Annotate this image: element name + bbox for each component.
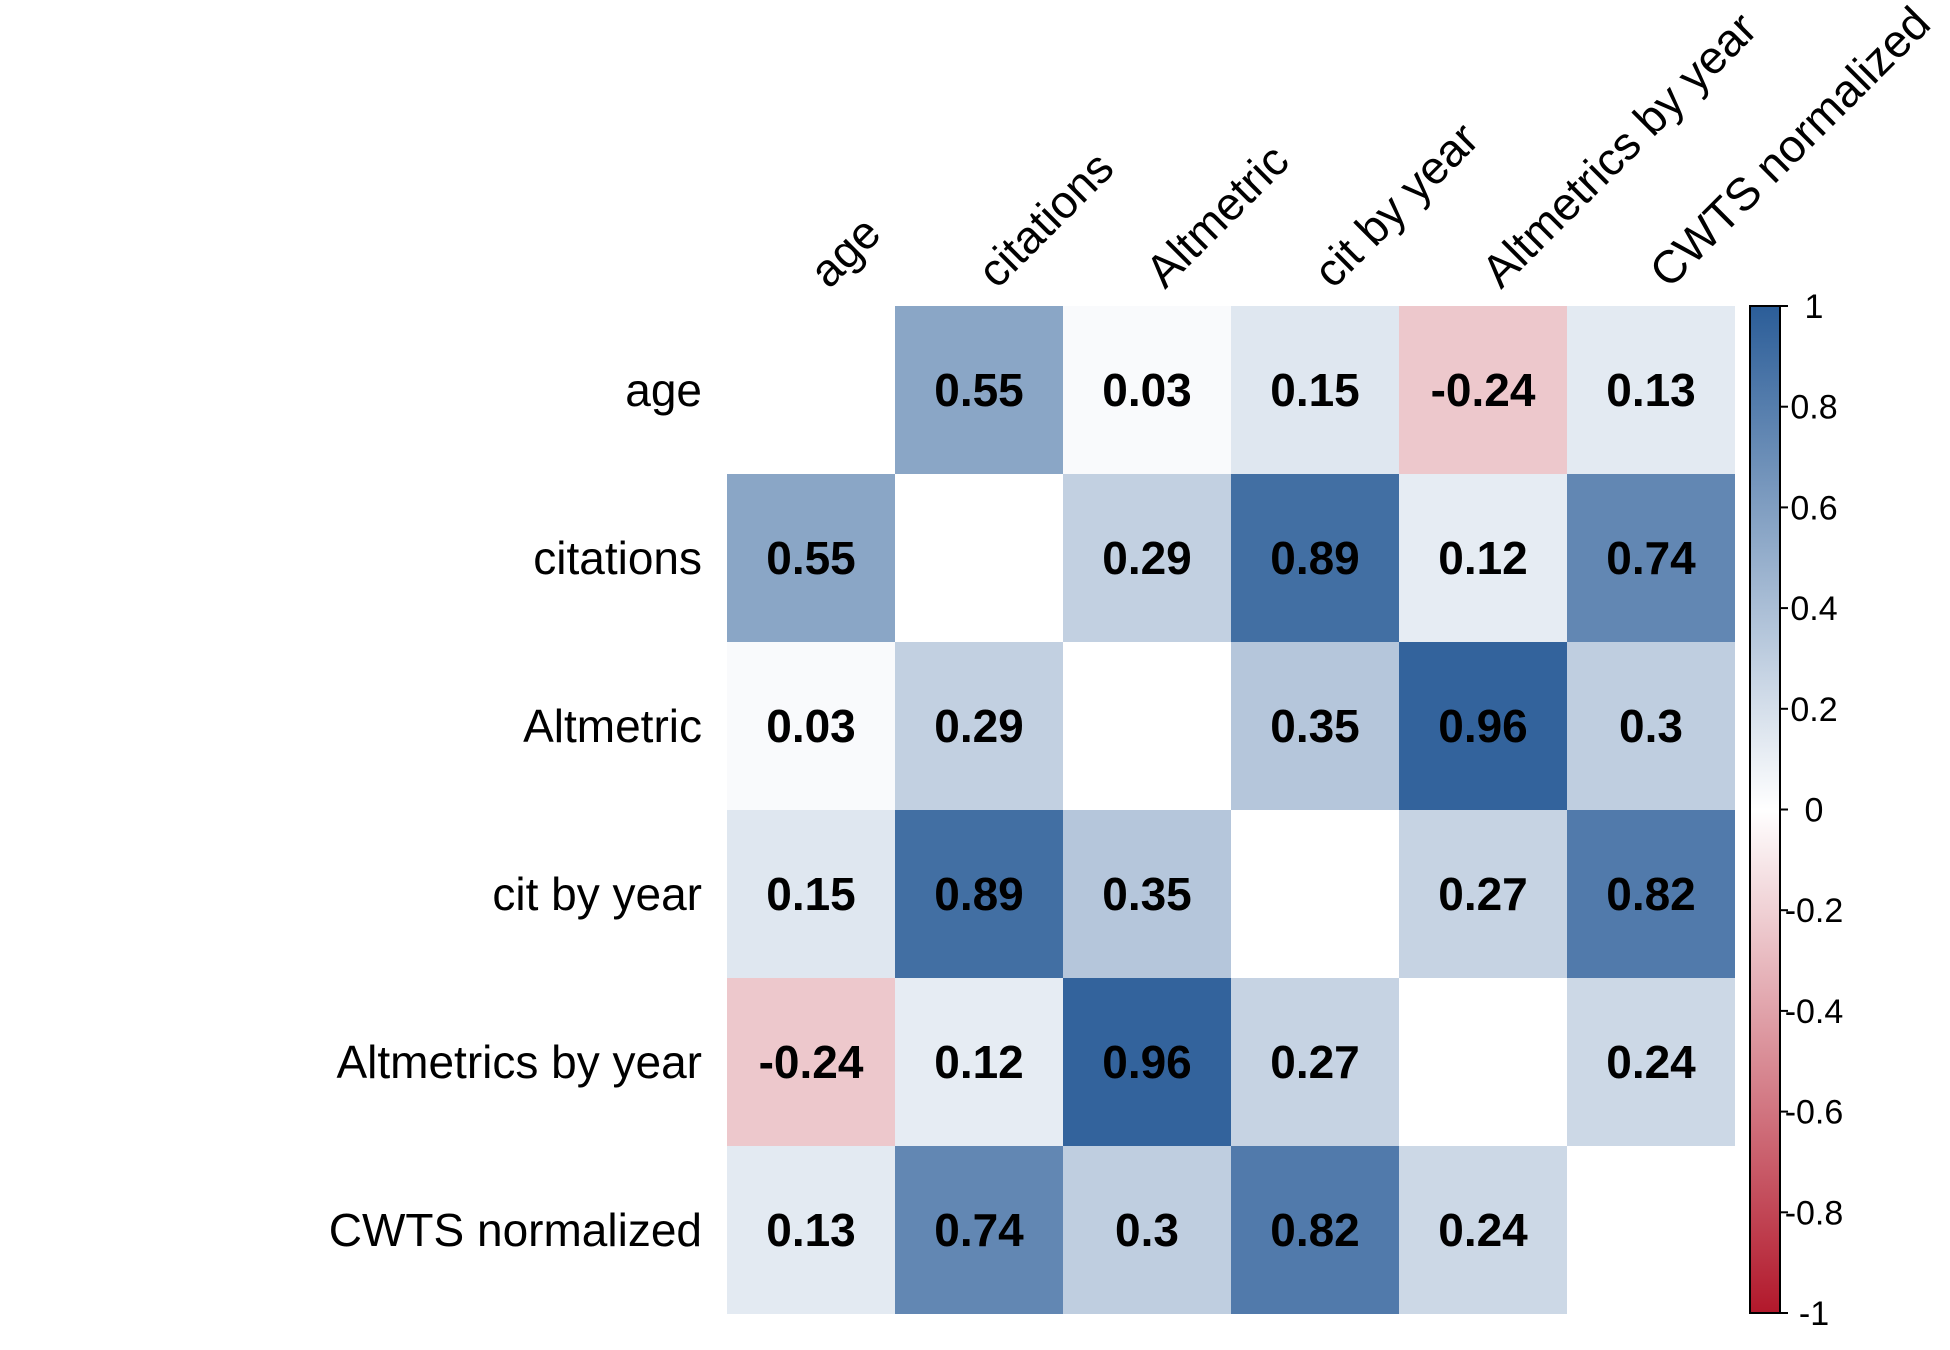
heatmap-value-label: 0.89 xyxy=(1270,532,1360,584)
heatmap-cell-4-1 xyxy=(895,978,1063,1146)
colorbar-tick-label: -0.6 xyxy=(1785,1094,1844,1132)
colorbar-tick-label: 1 xyxy=(1805,288,1824,326)
heatmap-cell-5-3 xyxy=(1231,1146,1399,1314)
heatmap-value-labels: 0.55 0.03 0.15 -0.24 0.13 0.55 0.29 0.89 0.12 0.7… xyxy=(759,364,1697,1256)
heatmap-value-label: -0.24 xyxy=(759,1036,864,1088)
row-label: age xyxy=(625,364,702,416)
column-label: age xyxy=(799,206,890,297)
column-label: cit by year xyxy=(1303,112,1488,297)
colorbar-tick-label: 0 xyxy=(1805,792,1824,830)
heatmap-cell-4-3 xyxy=(1231,978,1399,1146)
heatmap-cell-5-0 xyxy=(727,1146,895,1314)
heatmap-cell-0-1 xyxy=(895,306,1063,474)
heatmap-cell-4-0 xyxy=(727,978,895,1146)
heatmap-value-label: 0.55 xyxy=(766,532,856,584)
row-label: CWTS normalized xyxy=(329,1204,702,1256)
colorbar-tick-label: -0.4 xyxy=(1785,993,1844,1031)
heatmap-cell-1-2 xyxy=(1063,474,1231,642)
colorbar-tick-label: 0.2 xyxy=(1790,691,1837,729)
heatmap-cell-1-4 xyxy=(1399,474,1567,642)
column-label: Altmetric xyxy=(1135,134,1298,297)
heatmap-value-label: 0.27 xyxy=(1270,1036,1360,1088)
row-label: Altmetrics by year xyxy=(336,1036,702,1088)
heatmap-value-label: 0.03 xyxy=(1102,364,1192,416)
heatmap-value-label: 0.55 xyxy=(934,364,1024,416)
heatmap-cell-3-5 xyxy=(1567,810,1735,978)
heatmap-value-label: 0.35 xyxy=(1270,700,1360,752)
heatmap-value-label: 0.15 xyxy=(1270,364,1360,416)
heatmap-value-label: 0.13 xyxy=(766,1204,856,1256)
heatmap-cell-4-2 xyxy=(1063,978,1231,1146)
heatmap-cell-0-5 xyxy=(1567,306,1735,474)
heatmap-value-label: 0.82 xyxy=(1270,1204,1360,1256)
heatmap-cell-2-0 xyxy=(727,642,895,810)
heatmap-value-label: -0.24 xyxy=(1431,364,1536,416)
column-label: Altmetrics by year xyxy=(1471,2,1766,297)
heatmap-cell-5-2 xyxy=(1063,1146,1231,1314)
heatmap-value-label: 0.74 xyxy=(934,1204,1024,1256)
heatmap-value-label: 0.96 xyxy=(1102,1036,1192,1088)
heatmap-cell-0-3 xyxy=(1231,306,1399,474)
heatmap-cell-3-0 xyxy=(727,810,895,978)
heatmap-cell-3-1 xyxy=(895,810,1063,978)
color-legend: 1 0.8 0.6 0.4 0.2 0 -0.2 -0.4 -0.6 -0.8 -1 xyxy=(1749,288,1844,1333)
heatmap-cell-3-2 xyxy=(1063,810,1231,978)
row-label: cit by year xyxy=(492,868,702,920)
heatmap-cell-2-3 xyxy=(1231,642,1399,810)
heatmap-value-label: 0.74 xyxy=(1606,532,1696,584)
heatmap-value-label: 0.89 xyxy=(934,868,1024,920)
heatmap-cell-0-2 xyxy=(1063,306,1231,474)
heatmap-value-label: 0.27 xyxy=(1438,868,1528,920)
heatmap-value-label: 0.96 xyxy=(1438,700,1528,752)
heatmap-value-label: 0.24 xyxy=(1606,1036,1696,1088)
colorbar-tick-label: 0.6 xyxy=(1790,489,1837,527)
heatmap-value-label: 0.82 xyxy=(1606,868,1696,920)
heatmap-cell-3-4 xyxy=(1399,810,1567,978)
row-labels: age citations Altmetric cit by year Altmetri… xyxy=(329,364,702,1256)
column-labels: age citations Altmetric cit by yearAltmetri… xyxy=(799,0,1940,297)
row-label: citations xyxy=(533,532,702,584)
heatmap-cell-1-5 xyxy=(1567,474,1735,642)
heatmap-value-label: 0.12 xyxy=(1438,532,1528,584)
heatmap-cells xyxy=(727,306,1735,1314)
heatmap-value-label: 0.29 xyxy=(1102,532,1192,584)
heatmap-value-label: 0.12 xyxy=(934,1036,1024,1088)
heatmap-value-label: 0.29 xyxy=(934,700,1024,752)
heatmap-value-label: 0.15 xyxy=(766,868,856,920)
colorbar-tick-label: -0.2 xyxy=(1785,892,1844,930)
colorbar-gradient xyxy=(1749,305,1781,1314)
heatmap-cell-1-3 xyxy=(1231,474,1399,642)
heatmap-cell-2-4 xyxy=(1399,642,1567,810)
column-label: citations xyxy=(967,141,1123,297)
heatmap-cell-5-4 xyxy=(1399,1146,1567,1314)
heatmap-value-label: 0.24 xyxy=(1438,1204,1528,1256)
colorbar-tick-label: 0.8 xyxy=(1790,389,1837,427)
colorbar-tick-label: -1 xyxy=(1799,1295,1829,1333)
heatmap-value-label: 0.13 xyxy=(1606,364,1696,416)
heatmap-value-label: 0.35 xyxy=(1102,868,1192,920)
row-label: Altmetric xyxy=(523,700,702,752)
column-label: CWTS normalized xyxy=(1639,0,1940,297)
heatmap-value-label: 0.3 xyxy=(1115,1204,1179,1256)
heatmap-cell-2-5 xyxy=(1567,642,1735,810)
heatmap-cell-0-4 xyxy=(1399,306,1567,474)
colorbar-tick-label: 0.4 xyxy=(1790,590,1837,628)
heatmap-value-label: 0.03 xyxy=(766,700,856,752)
heatmap-cell-2-1 xyxy=(895,642,1063,810)
heatmap-value-label: 0.3 xyxy=(1619,700,1683,752)
heatmap-cell-4-5 xyxy=(1567,978,1735,1146)
colorbar-tick-label: -0.8 xyxy=(1785,1194,1844,1232)
heatmap-cell-1-0 xyxy=(727,474,895,642)
heatmap-cell-5-1 xyxy=(895,1146,1063,1314)
